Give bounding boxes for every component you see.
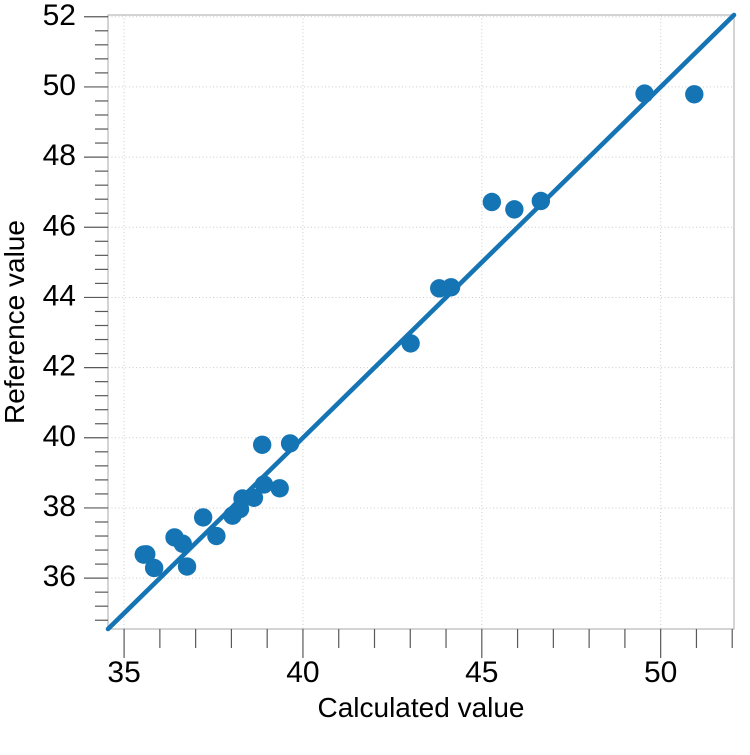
svg-text:Calculated value: Calculated value [317,692,524,723]
svg-text:38: 38 [43,490,76,523]
svg-text:42: 42 [43,350,76,383]
svg-text:50: 50 [644,656,677,689]
svg-text:44: 44 [43,279,76,312]
svg-text:48: 48 [43,139,76,172]
svg-text:50: 50 [43,69,76,102]
svg-text:36: 36 [43,560,76,593]
svg-text:46: 46 [43,209,76,242]
svg-text:40: 40 [286,656,319,689]
svg-text:40: 40 [43,420,76,453]
svg-text:45: 45 [465,656,498,689]
svg-text:52: 52 [43,0,76,32]
svg-text:35: 35 [107,656,140,689]
svg-text:Reference value: Reference value [0,220,30,424]
